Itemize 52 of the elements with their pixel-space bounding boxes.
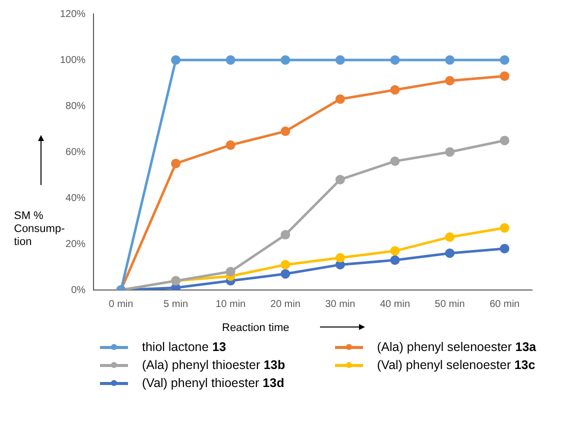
- point: [280, 230, 290, 240]
- point: [500, 55, 510, 65]
- y-axis-title: SM % Consump-tion: [14, 210, 65, 248]
- y-tick-label: 60%: [66, 146, 86, 158]
- point: [445, 248, 455, 258]
- point: [500, 136, 510, 146]
- x-tick-label: 50 min: [434, 298, 465, 310]
- point: [390, 246, 400, 256]
- legend-label: (Ala) phenyl thioester 13b: [142, 358, 286, 372]
- x-tick-label: 40 min: [380, 298, 410, 310]
- y-tick-label: 0%: [71, 284, 86, 296]
- point: [445, 76, 455, 86]
- point: [335, 94, 345, 104]
- y-tick-label: 80%: [66, 100, 86, 112]
- point: [280, 126, 290, 136]
- x-tick-label: 60 min: [490, 298, 520, 310]
- point: [445, 232, 455, 242]
- point: [335, 253, 345, 263]
- point: [171, 55, 181, 65]
- point: [445, 147, 455, 157]
- y-tick-label: 120%: [60, 8, 86, 20]
- point: [226, 140, 236, 150]
- point: [226, 55, 236, 65]
- x-tick-label: 5 min: [164, 298, 188, 310]
- legend-label: (Val) phenyl thioester 13d: [142, 376, 284, 390]
- y-tick-label: 40%: [66, 192, 86, 204]
- point: [390, 255, 400, 265]
- point: [280, 269, 290, 279]
- point: [171, 158, 181, 168]
- point: [500, 244, 510, 254]
- legend-label: (Val) phenyl selenoester 13c: [377, 358, 536, 372]
- y-tick-label: 20%: [66, 238, 86, 250]
- x-tick-label: 0 min: [108, 298, 134, 310]
- legend-label: thiol lactone 13: [142, 340, 226, 354]
- point: [335, 55, 345, 65]
- point: [280, 260, 290, 270]
- point: [390, 85, 400, 95]
- x-tick-label: 30 min: [325, 298, 356, 310]
- point: [390, 156, 400, 166]
- point: [226, 266, 236, 276]
- point: [500, 71, 510, 81]
- point: [390, 55, 400, 65]
- point: [171, 282, 181, 290]
- legend-label: (Ala) phenyl selenoester 13a: [377, 340, 536, 354]
- x-tick-label: 10 min: [216, 298, 246, 310]
- point: [445, 55, 455, 65]
- point: [280, 55, 290, 65]
- point: [335, 174, 345, 184]
- x-axis-title: Reaction time: [222, 322, 290, 334]
- point: [500, 223, 510, 233]
- y-tick-label: 100%: [60, 54, 86, 66]
- x-tick-label: 20 min: [270, 298, 300, 310]
